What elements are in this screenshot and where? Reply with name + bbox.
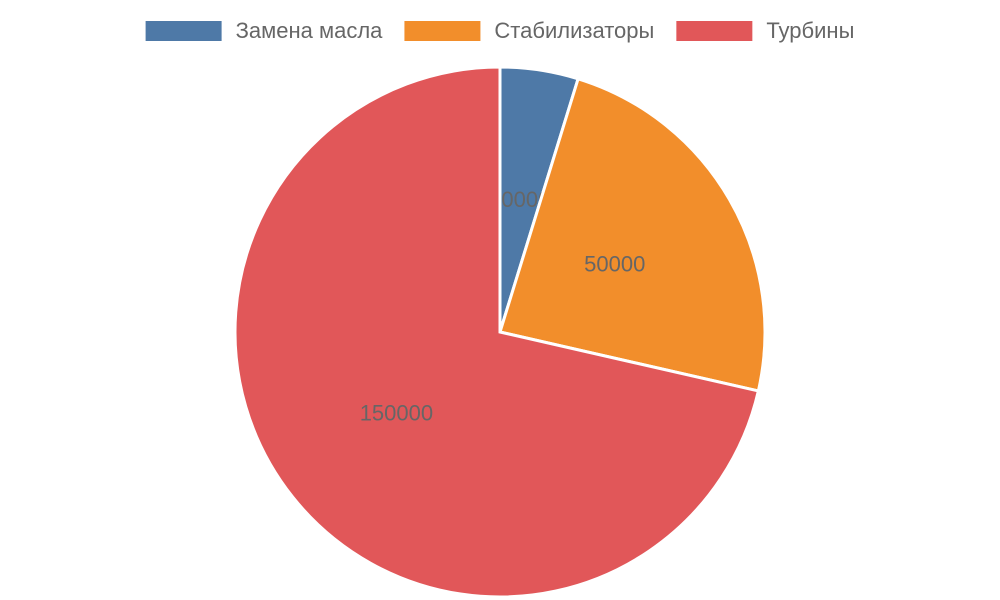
legend-swatch xyxy=(145,21,222,41)
legend-swatch xyxy=(676,21,753,41)
data-label: 50000 xyxy=(584,252,645,277)
pie-slice xyxy=(498,76,767,393)
legend-label: Замена масла xyxy=(236,18,384,43)
data-label: 150000 xyxy=(360,400,433,425)
legend-label: Турбины xyxy=(766,18,854,43)
legend-swatch xyxy=(404,21,481,41)
legend-label: Стабилизаторы xyxy=(494,18,654,43)
pie-slice xyxy=(233,65,761,599)
